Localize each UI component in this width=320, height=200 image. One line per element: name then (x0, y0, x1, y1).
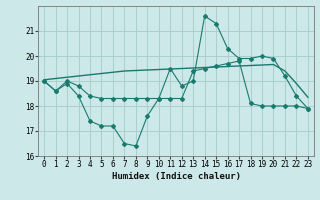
X-axis label: Humidex (Indice chaleur): Humidex (Indice chaleur) (111, 172, 241, 181)
